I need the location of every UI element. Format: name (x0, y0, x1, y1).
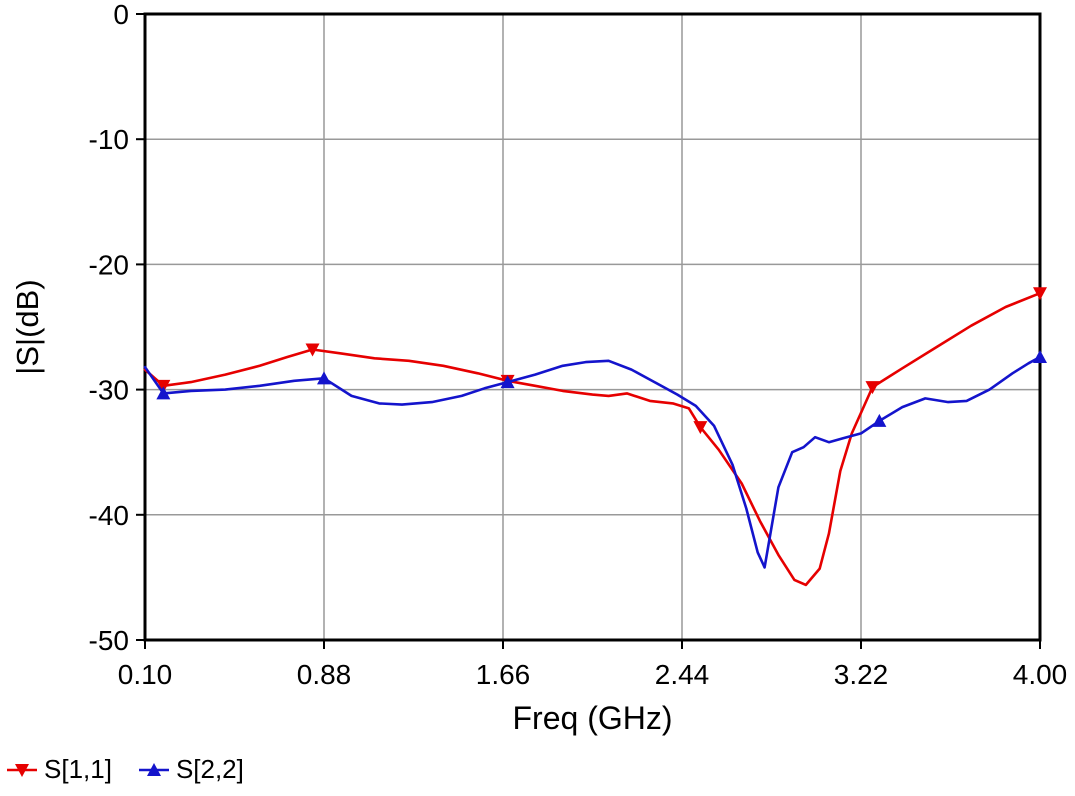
legend-item-s22: S[2,2] (138, 754, 244, 785)
x-axis-label: Freq (GHz) (512, 700, 673, 736)
svg-text:-20: -20 (89, 249, 129, 280)
legend-label-s11: S[1,1] (44, 754, 112, 784)
svg-text:-30: -30 (89, 375, 129, 406)
svg-text:2.44: 2.44 (655, 659, 710, 690)
svg-text:-40: -40 (89, 500, 129, 531)
legend-item-s11: S[1,1] (6, 754, 112, 785)
svg-text:4.00: 4.00 (1013, 659, 1068, 690)
svg-text:-10: -10 (89, 124, 129, 155)
svg-text:3.22: 3.22 (834, 659, 889, 690)
svg-text:1.66: 1.66 (476, 659, 531, 690)
legend: S[1,1] S[2,2] (6, 754, 244, 785)
svg-text:-50: -50 (89, 625, 129, 656)
svg-text:0.88: 0.88 (297, 659, 352, 690)
s22-line-marker-icon (138, 762, 169, 776)
legend-label-s22: S[2,2] (175, 754, 244, 784)
svg-text:0.10: 0.10 (118, 659, 173, 690)
s11-line-marker-icon (7, 763, 37, 777)
y-axis-label: |S|(dB) (10, 279, 45, 375)
svg-text:0: 0 (113, 0, 129, 30)
